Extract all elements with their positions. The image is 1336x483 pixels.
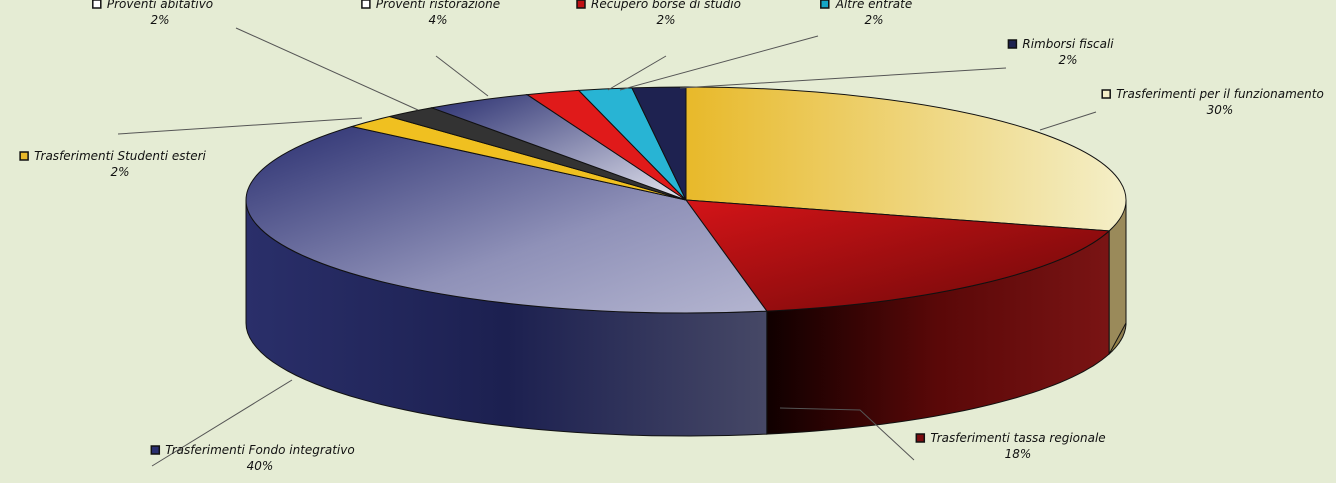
legend-swatch-6 (576, 0, 586, 9)
slice-value-label: 2% (110, 165, 129, 179)
slice-name-label: Proventi abitativo (107, 0, 213, 11)
legend-swatch-0 (1101, 89, 1111, 99)
slice-name-label: Trasferimenti tassa regionale (930, 431, 1105, 445)
leader-line-7 (619, 35, 819, 91)
legend-swatch-4 (92, 0, 102, 9)
legend-swatch-7 (820, 0, 830, 9)
leader-line-3 (117, 117, 363, 135)
slice-top-0 (685, 86, 1127, 232)
slice-name-label: Rimborsi fiscali (1022, 37, 1114, 51)
pie-sides (245, 199, 1127, 437)
leader-line-1 (779, 407, 915, 461)
legend-swatch-2 (150, 445, 161, 455)
slice-value-label: 2% (656, 13, 675, 27)
slice-top-8 (631, 86, 687, 201)
slice-name-label: Proventi ristorazione (376, 0, 500, 11)
slice-value-label: 40% (247, 459, 274, 473)
slice-name-label: Trasferimenti per il funzionamento (1116, 87, 1324, 101)
legend-swatch-1 (915, 433, 926, 443)
slice-value-label: 30% (1207, 103, 1234, 117)
leader-line-6 (607, 55, 667, 91)
legend-swatch-5 (361, 0, 371, 9)
legend-swatch-3 (19, 151, 29, 161)
slice-top-2 (245, 125, 768, 314)
slice-labels: Trasferimenti per il funzionamento 30% Tra… (19, 0, 1324, 473)
leader-line-2 (151, 379, 293, 467)
slice-value-label: 4% (428, 13, 447, 27)
legend-swatch-8 (1007, 39, 1018, 49)
leader-line-0 (1039, 111, 1097, 131)
slice-name-label: Altre entrate (835, 0, 912, 11)
slice-value-label: 2% (1058, 53, 1077, 67)
slice-value-label: 2% (150, 13, 169, 27)
slice-value-label: 18% (1005, 447, 1032, 461)
pie-top (245, 86, 1127, 314)
slice-name-label: Trasferimenti Fondo integrativo (165, 443, 354, 457)
slice-value-label: 2% (864, 13, 883, 27)
leader-line-8 (679, 67, 1007, 89)
leader-line-5 (435, 55, 489, 97)
slice-top-1 (684, 199, 1111, 312)
leader-lines (117, 27, 1097, 467)
slice-name-label: Recupero borse di studio (591, 0, 741, 11)
leader-line-4 (235, 27, 419, 111)
slice-name-label: Trasferimenti Studenti esteri (34, 149, 206, 163)
